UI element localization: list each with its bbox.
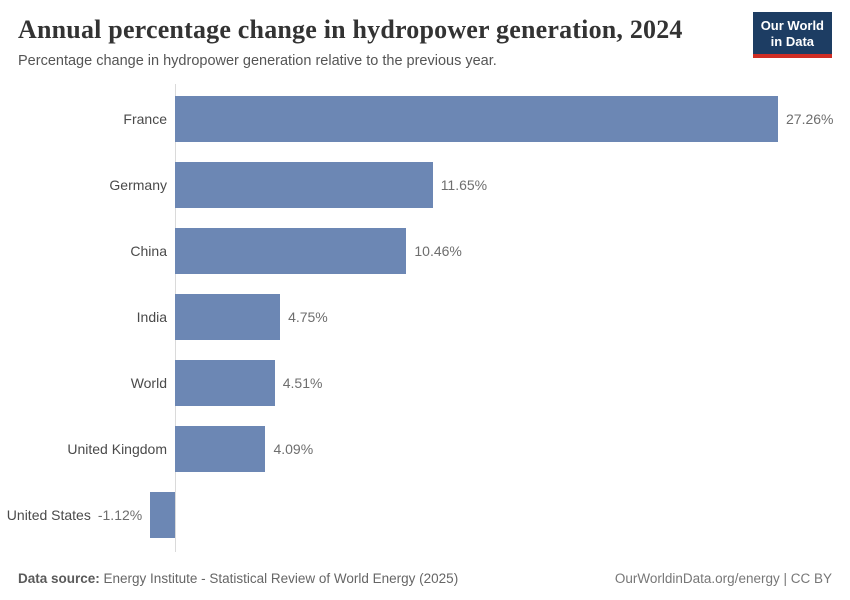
chart-row: 4.51% World	[0, 350, 850, 416]
chart-header: Annual percentage change in hydropower g…	[0, 0, 850, 71]
category-name: Germany	[109, 177, 167, 193]
bar-france[interactable]	[175, 96, 778, 142]
value-label: 10.46%	[414, 243, 462, 259]
value-label: 27.26%	[786, 111, 834, 127]
value-label: 4.09%	[273, 441, 314, 457]
chart-footer: Data source: Energy Institute - Statisti…	[18, 571, 832, 586]
logo-line1: Our World	[760, 18, 824, 33]
data-source: Data source: Energy Institute - Statisti…	[18, 571, 458, 586]
value-label: 11.65%	[440, 177, 488, 193]
category-name: India	[136, 309, 167, 325]
bar-world[interactable]	[175, 360, 275, 406]
value-label: 4.75%	[288, 309, 328, 325]
category-label: China	[0, 243, 167, 259]
category-label: France	[0, 111, 167, 127]
bar-germany[interactable]	[175, 162, 433, 208]
bar-china[interactable]	[175, 228, 407, 274]
category-label: World	[0, 375, 167, 391]
data-source-label: Data source:	[18, 571, 100, 586]
bar-chart: 27.26% France 11.65% Germany 10.46% China 4.75…	[0, 84, 850, 552]
value-label: 4.51%	[282, 375, 323, 391]
chart-row: 10.46% China	[0, 218, 850, 284]
category-label: Germany	[0, 177, 167, 193]
chart-subtitle: Percentage change in hydropower generati…	[18, 53, 497, 70]
category-label: United Kingdom	[0, 441, 167, 457]
bar-united-states[interactable]	[150, 492, 175, 538]
chart-title: Annual percentage change in hydropower g…	[18, 15, 683, 44]
bar-united-kingdom[interactable]	[175, 426, 266, 472]
footer-link[interactable]: OurWorldinData.org/energy | CC BY	[614, 571, 832, 586]
category-label: United States -1.12%	[0, 507, 142, 523]
chart-row: 27.26% France	[0, 86, 850, 152]
category-name: World	[130, 375, 167, 391]
chart-row: 4.75% India	[0, 284, 850, 350]
logo-line2: in Data	[770, 33, 815, 49]
category-name: United Kingdom	[67, 441, 167, 457]
bar-india[interactable]	[175, 294, 281, 340]
chart-row: 11.65% Germany	[0, 152, 850, 218]
value-label: -1.12%	[97, 507, 143, 523]
category-name: France	[123, 111, 167, 127]
category-name: China	[130, 243, 167, 259]
chart-row: United States -1.12%	[0, 482, 850, 548]
category-label: India	[0, 309, 167, 325]
category-name: United States	[6, 507, 91, 523]
chart-row: 4.09% United Kingdom	[0, 416, 850, 482]
data-source-text: Energy Institute - Statistical Review of…	[99, 571, 459, 586]
owid-logo[interactable]: Our World in Data	[752, 12, 832, 59]
